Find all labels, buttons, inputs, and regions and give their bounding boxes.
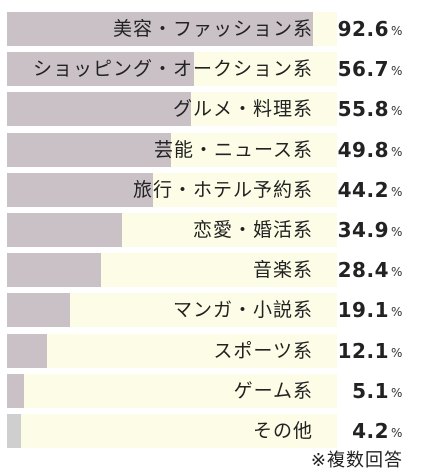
category-label: グルメ・料理系: [172, 98, 313, 120]
unit-label: %: [391, 386, 403, 400]
unit-label: %: [391, 185, 403, 199]
bar: [7, 293, 71, 327]
unit-label: %: [391, 24, 403, 38]
bar-row: 旅行・ホテル予約系 44.2%: [0, 173, 421, 207]
bar: [7, 52, 195, 86]
value-label: 92.6: [337, 17, 389, 41]
category-label: 音楽系: [252, 259, 313, 281]
value-label: 12.1: [337, 339, 389, 363]
footnote: ※複数回答: [310, 450, 403, 471]
bar: [7, 173, 153, 207]
value-label: 19.1: [337, 298, 389, 322]
unit-label: %: [391, 265, 403, 279]
bar-row: 芸能・ニュース系 49.8%: [0, 133, 421, 167]
unit-label: %: [391, 305, 403, 319]
bar-row: その他 4.2%: [0, 414, 421, 448]
value-label: 5.1: [352, 379, 389, 403]
bar-row: グルメ・料理系 55.8%: [0, 92, 421, 126]
bar: [7, 374, 24, 408]
bar-row: ゲーム系 5.1%: [0, 374, 421, 408]
bar: [7, 92, 192, 126]
value-label: 56.7: [337, 57, 389, 81]
bar: [7, 414, 21, 448]
bar: [7, 334, 47, 368]
value-label: 28.4: [337, 258, 389, 282]
bar: [7, 213, 123, 247]
bar: [7, 12, 313, 46]
category-label: マンガ・小説系: [172, 299, 313, 321]
category-label: その他: [252, 420, 313, 442]
value-label: 55.8: [337, 97, 389, 121]
bar: [7, 253, 101, 287]
category-label: 恋愛・婚活系: [192, 219, 313, 241]
bar-row: スポーツ系 12.1%: [0, 334, 421, 368]
category-label: 旅行・ホテル予約系: [132, 179, 313, 201]
bar-track: [7, 334, 337, 368]
category-label: 芸能・ニュース系: [153, 139, 313, 161]
value-label: 34.9: [337, 218, 389, 242]
bar-row: マンガ・小説系 19.1%: [0, 293, 421, 327]
bar-row: 音楽系 28.4%: [0, 253, 421, 287]
value-label: 4.2: [352, 419, 389, 443]
category-label: ショッピング・オークション系: [32, 58, 313, 80]
bar: [7, 133, 172, 167]
value-label: 49.8: [337, 138, 389, 162]
unit-label: %: [391, 225, 403, 239]
bar-track: [7, 414, 337, 448]
unit-label: %: [391, 145, 403, 159]
value-label: 44.2: [337, 178, 389, 202]
category-label: スポーツ系: [213, 340, 313, 362]
unit-label: %: [391, 426, 403, 440]
bar-row: 恋愛・婚活系 34.9%: [0, 213, 421, 247]
bar-row: ショッピング・オークション系 56.7%: [0, 52, 421, 86]
unit-label: %: [391, 64, 403, 78]
category-label: 美容・ファッション系: [112, 18, 313, 40]
bar-row: 美容・ファッション系 92.6%: [0, 12, 421, 46]
unit-label: %: [391, 104, 403, 118]
unit-label: %: [391, 346, 403, 360]
bar-track: [7, 374, 337, 408]
category-label: ゲーム系: [233, 380, 313, 402]
